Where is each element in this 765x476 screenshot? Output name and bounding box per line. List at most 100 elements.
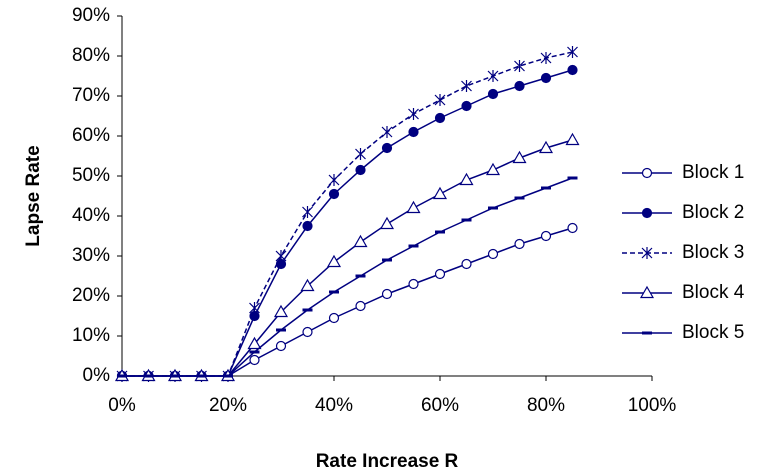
marker (408, 108, 419, 120)
marker (408, 278, 419, 290)
x-tick-label: 80% (527, 395, 565, 416)
y-tick-label: 90% (72, 5, 110, 26)
marker (302, 206, 313, 218)
y-tick-label: 0% (83, 365, 111, 386)
marker (434, 94, 446, 106)
series-line (122, 139, 573, 377)
marker (432, 186, 448, 200)
series-line (122, 227, 573, 377)
marker (434, 268, 446, 280)
marker (170, 374, 180, 378)
marker (355, 148, 366, 160)
legend-label: Block 3 (682, 242, 744, 263)
y-tick-label: 50% (72, 165, 110, 186)
marker (434, 112, 446, 124)
legend-item: Block 4 (622, 282, 745, 303)
marker (381, 288, 393, 300)
marker (538, 140, 554, 154)
marker (381, 142, 393, 154)
marker (461, 80, 472, 92)
marker (639, 285, 655, 299)
marker (541, 186, 551, 190)
marker (487, 248, 499, 260)
x-tick-label: 0% (108, 395, 136, 416)
marker (223, 374, 233, 378)
marker (461, 100, 472, 112)
marker (514, 80, 525, 92)
marker (302, 308, 313, 312)
x-axis-label: Rate Increase R (316, 451, 459, 472)
y-tick-label: 80% (72, 45, 110, 66)
x-tick-label: 60% (421, 395, 459, 416)
marker (567, 176, 578, 180)
y-tick-label: 60% (72, 125, 110, 146)
marker (300, 278, 315, 292)
x-tick-label: 20% (209, 395, 247, 416)
marker (382, 258, 392, 262)
marker (487, 70, 499, 82)
marker (249, 354, 260, 366)
marker (326, 254, 342, 268)
marker (143, 374, 154, 378)
legend-label: Block 5 (682, 322, 744, 343)
legend-label: Block 1 (682, 162, 744, 183)
legend-label: Block 2 (682, 202, 744, 223)
marker (567, 64, 578, 76)
legend-item: Block 5 (622, 322, 744, 343)
marker (567, 222, 578, 234)
marker (514, 196, 525, 200)
marker (459, 172, 474, 186)
marker (488, 206, 498, 210)
marker (565, 132, 580, 146)
marker (641, 247, 653, 259)
marker (514, 60, 525, 72)
marker (249, 350, 260, 354)
marker (381, 126, 393, 138)
marker (408, 244, 419, 248)
marker (355, 164, 366, 176)
marker (249, 302, 260, 314)
marker (355, 274, 366, 278)
y-axis-label: Lapse Rate (23, 145, 44, 246)
marker (641, 207, 653, 219)
marker (328, 312, 340, 324)
y-tick-label: 70% (72, 85, 110, 106)
marker (512, 150, 527, 164)
marker (406, 200, 421, 214)
x-tick-label: 40% (315, 395, 353, 416)
marker (540, 52, 552, 64)
y-tick-label: 40% (72, 205, 110, 226)
marker (642, 331, 652, 335)
marker (302, 220, 313, 232)
x-tick-label: 100% (628, 395, 677, 416)
marker (117, 374, 127, 378)
marker (328, 188, 340, 200)
marker (276, 328, 286, 332)
marker (328, 174, 340, 186)
y-tick-label: 10% (72, 325, 110, 346)
marker (353, 234, 368, 248)
marker (302, 326, 313, 338)
series-line (122, 177, 573, 377)
marker (408, 126, 419, 138)
marker (487, 88, 499, 100)
legend-label: Block 4 (682, 282, 745, 303)
marker (461, 258, 472, 270)
series-line (122, 69, 573, 377)
marker (379, 216, 395, 230)
marker (329, 290, 339, 294)
y-tick-label: 30% (72, 245, 110, 266)
marker (275, 250, 287, 262)
marker (355, 300, 366, 312)
legend-item: Block 2 (622, 202, 744, 223)
marker (275, 340, 287, 352)
marker (641, 167, 653, 179)
marker (273, 304, 289, 318)
marker (540, 230, 552, 242)
marker (514, 238, 525, 250)
marker (196, 374, 207, 378)
legend-item: Block 1 (622, 162, 744, 183)
marker (435, 230, 445, 234)
marker (485, 162, 501, 176)
